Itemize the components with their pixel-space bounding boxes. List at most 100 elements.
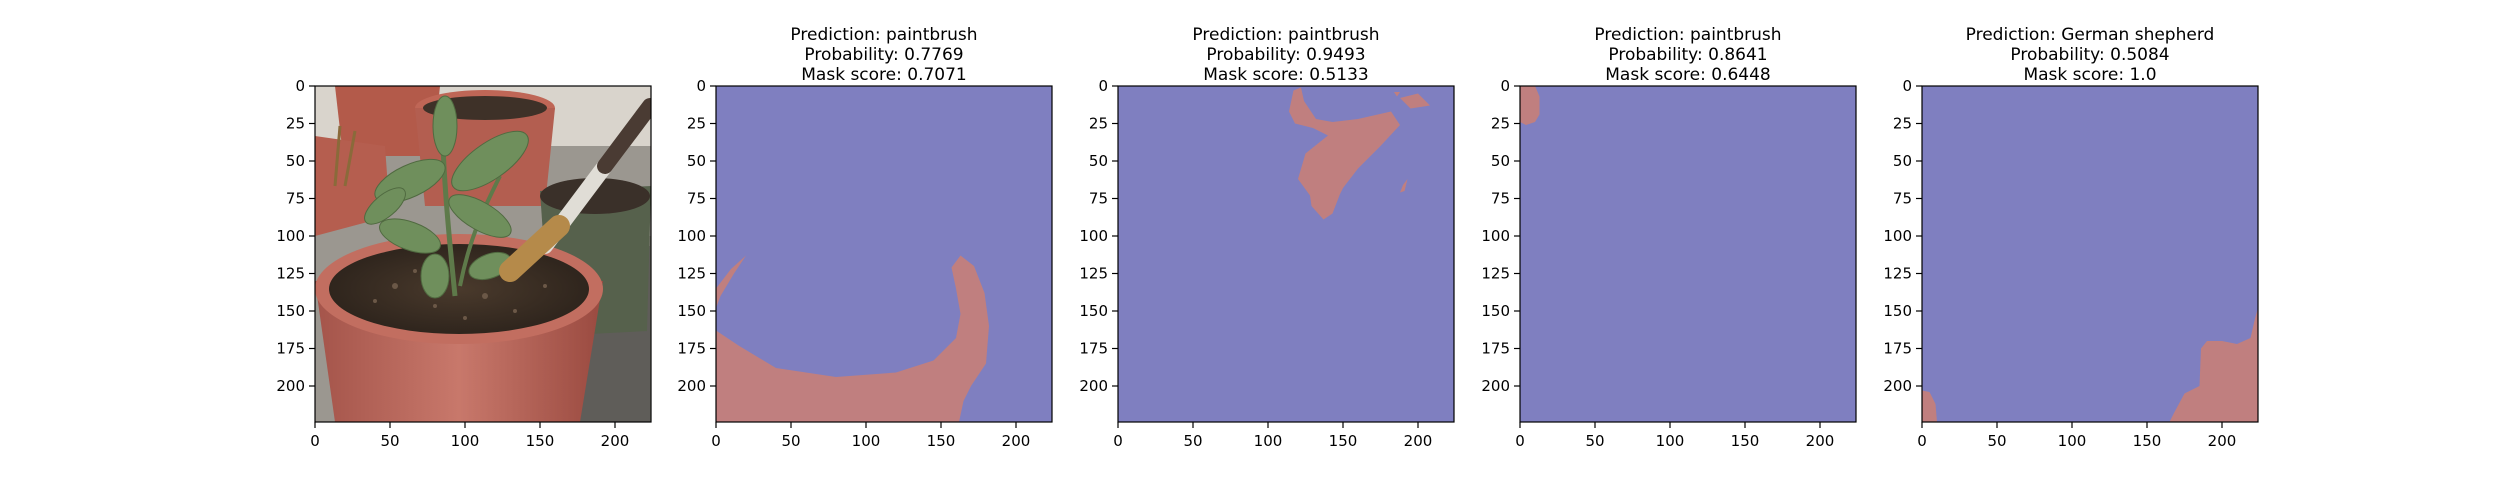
x-tick-label: 0: [310, 432, 320, 450]
y-tick-label: 100: [1481, 227, 1510, 245]
y-tick-label: 50: [1491, 152, 1510, 170]
y-tick-label: 200: [1883, 377, 1912, 395]
x-tick-label: 200: [2208, 432, 2237, 450]
mask-panel-4: Prediction: German shepherd Probability:…: [1883, 25, 2259, 450]
axes: 0 50 100 150 200 0 25 50 75 100 125 150 175 200: [1883, 77, 2236, 450]
panel-title-line-3: Mask score: 0.5133: [1203, 65, 1368, 85]
y-tick-label: 100: [677, 227, 706, 245]
panel-title-line-2: Probability: 0.5084: [2010, 45, 2169, 65]
y-tick-label: 125: [1481, 265, 1510, 283]
y-tick-label: 25: [687, 115, 706, 133]
x-tick-label: 50: [380, 432, 399, 450]
mask-region-1: [1922, 390, 1937, 422]
y-tick-label: 25: [286, 115, 305, 133]
segmentation-mask: [1922, 86, 2258, 422]
y-tick-label: 0: [1500, 77, 1510, 95]
mask-panel-2: Prediction: paintbrush Probability: 0.94…: [1079, 25, 1455, 450]
mask-region-3: [1394, 92, 1400, 97]
panel-title-line-3: Mask score: 0.6448: [1605, 65, 1770, 85]
plot-frame: [1519, 85, 1857, 423]
x-tick-label: 150: [1329, 432, 1358, 450]
y-tick-label: 150: [1079, 302, 1108, 320]
y-tick-label: 50: [1089, 152, 1108, 170]
y-tick-label: 100: [276, 227, 305, 245]
x-tick-label: 100: [852, 432, 881, 450]
y-tick-label: 150: [1883, 302, 1912, 320]
x-tick-label: 50: [1585, 432, 1604, 450]
mask-background: [1520, 86, 1856, 422]
y-tick-label: 125: [1079, 265, 1108, 283]
y-tick-label: 0: [1098, 77, 1108, 95]
x-tick-label: 100: [1254, 432, 1283, 450]
segmentation-mask: [1520, 86, 1856, 422]
mask-region-0: [1520, 86, 1540, 125]
y-tick-label: 0: [696, 77, 706, 95]
panel-title-line-1: Prediction: German shepherd: [1966, 25, 2215, 45]
panel-title-line-3: Mask score: 1.0: [2023, 65, 2156, 85]
y-tick-label: 0: [295, 77, 305, 95]
segmentation-mask: [1118, 86, 1454, 422]
plot-frame: [1921, 85, 2259, 423]
y-tick-label: 75: [1893, 190, 1912, 208]
y-tick-label: 25: [1089, 115, 1108, 133]
y-tick-label: 25: [1893, 115, 1912, 133]
y-tick-label: 175: [677, 340, 706, 358]
plot-frame: [314, 85, 652, 423]
y-tick-label: 75: [1089, 190, 1108, 208]
x-tick-label: 200: [601, 432, 630, 450]
mask-region-0: [1289, 87, 1400, 220]
plot-frame: [715, 85, 1053, 423]
y-tick-label: 50: [286, 152, 305, 170]
mask-region-0: [2169, 308, 2258, 422]
x-tick-label: 0: [711, 432, 721, 450]
y-tick-label: 175: [1883, 340, 1912, 358]
mask-region-1: [716, 255, 746, 308]
panel-title-line-1: Prediction: paintbrush: [1594, 25, 1781, 45]
y-tick-label: 150: [276, 302, 305, 320]
mask-region-1: [1400, 93, 1430, 109]
panel-title-line-1: Prediction: paintbrush: [1192, 25, 1379, 45]
x-tick-label: 50: [781, 432, 800, 450]
x-tick-label: 200: [1404, 432, 1433, 450]
y-tick-label: 200: [1481, 377, 1510, 395]
axes: 0 50 100 150 200 0 25 50 75 100 125 150 175 200: [1481, 77, 1834, 450]
panel-title-line-1: Prediction: paintbrush: [790, 25, 977, 45]
y-tick-label: 75: [286, 190, 305, 208]
x-tick-label: 0: [1515, 432, 1525, 450]
mask-region-0: [716, 255, 989, 422]
panel-title-line-2: Probability: 0.9493: [1206, 45, 1365, 65]
y-tick-label: 0: [1902, 77, 1912, 95]
y-tick-label: 50: [687, 152, 706, 170]
y-tick-label: 50: [1893, 152, 1912, 170]
axes: 0 50 100 150 200 0 25 50 75 100 125 150 175 200: [677, 77, 1030, 450]
x-tick-label: 150: [526, 432, 555, 450]
y-tick-label: 125: [677, 265, 706, 283]
axes: 0 50 100 150 200 0 25 50 75 100 125 150 175 200: [1079, 77, 1432, 450]
x-tick-label: 200: [1806, 432, 1835, 450]
x-tick-label: 100: [2058, 432, 2087, 450]
y-tick-label: 100: [1079, 227, 1108, 245]
x-tick-label: 150: [927, 432, 956, 450]
x-tick-label: 150: [1731, 432, 1760, 450]
y-tick-label: 100: [1883, 227, 1912, 245]
mask-panel-3: Prediction: paintbrush Probability: 0.86…: [1481, 25, 1857, 450]
y-tick-label: 125: [276, 265, 305, 283]
plot-frame: [1117, 85, 1455, 423]
input-photo-panel: 0 50 100 150 200 0 25 50 75 100 125 150 175 200: [276, 77, 652, 450]
mask-background: [1118, 86, 1454, 422]
x-tick-label: 100: [1656, 432, 1685, 450]
mask-panel-1: Prediction: paintbrush Probability: 0.77…: [677, 25, 1053, 450]
x-tick-label: 0: [1917, 432, 1927, 450]
x-tick-label: 100: [451, 432, 480, 450]
y-tick-label: 175: [1481, 340, 1510, 358]
mask-region-2: [1400, 179, 1408, 193]
panel-title-line-3: Mask score: 0.7071: [801, 65, 966, 85]
y-tick-label: 75: [687, 190, 706, 208]
y-tick-label: 200: [1079, 377, 1108, 395]
y-tick-label: 75: [1491, 190, 1510, 208]
x-tick-label: 200: [1002, 432, 1031, 450]
panel-title-line-2: Probability: 0.8641: [1608, 45, 1767, 65]
panel-title-line-2: Probability: 0.7769: [804, 45, 963, 65]
y-tick-label: 175: [1079, 340, 1108, 358]
